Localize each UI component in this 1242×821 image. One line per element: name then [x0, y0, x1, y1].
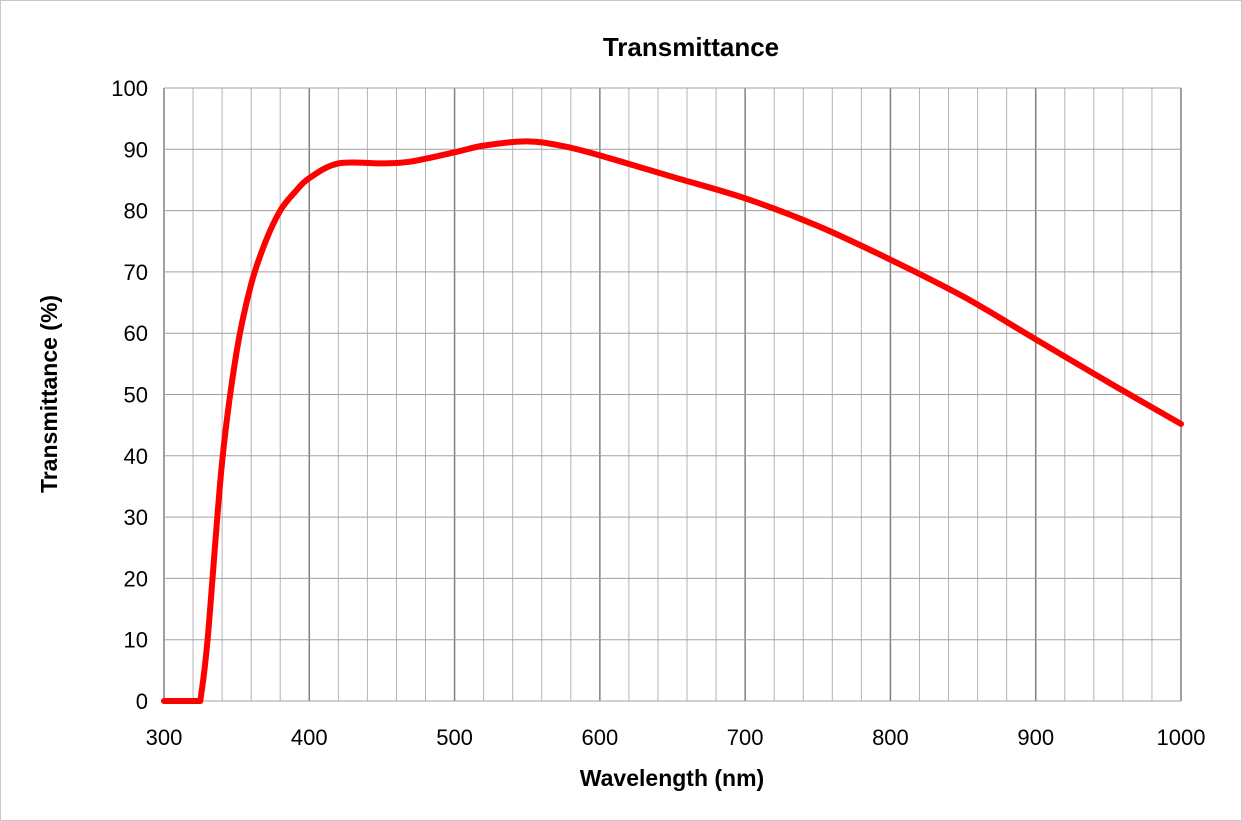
- x-tick-label: 1000: [1157, 725, 1206, 750]
- y-tick-label: 40: [124, 444, 148, 469]
- y-tick-label: 50: [124, 383, 148, 408]
- x-tick-label: 700: [727, 725, 764, 750]
- y-tick-label: 20: [124, 566, 148, 591]
- x-tick-label: 500: [436, 725, 473, 750]
- x-tick-label: 400: [291, 725, 328, 750]
- series-line-transmittance: [161, 138, 1184, 704]
- y-tick-labels: 0 10 20 30 40 50 60 70 80 90 100: [111, 76, 148, 714]
- y-tick-label: 30: [124, 505, 148, 530]
- y-tick-label: 60: [124, 321, 148, 346]
- y-tick-label: 10: [124, 628, 148, 653]
- y-axis-label: Transmittance (%): [36, 295, 62, 493]
- x-tick-label: 800: [872, 725, 909, 750]
- y-tick-label: 0: [136, 689, 148, 714]
- grid: [163, 87, 1182, 702]
- x-tick-label: 900: [1017, 725, 1054, 750]
- x-tick-label: 600: [581, 725, 618, 750]
- y-tick-label: 80: [124, 199, 148, 224]
- y-tick-label: 90: [124, 137, 148, 162]
- x-tick-label: 300: [146, 725, 183, 750]
- y-tick-label: 70: [124, 260, 148, 285]
- chart-title: Transmittance: [603, 32, 779, 62]
- x-tick-labels: 300 400 500 600 700 800 900 1000: [146, 725, 1206, 750]
- x-axis-label: Wavelength (nm): [580, 765, 764, 791]
- y-tick-label: 100: [111, 76, 148, 101]
